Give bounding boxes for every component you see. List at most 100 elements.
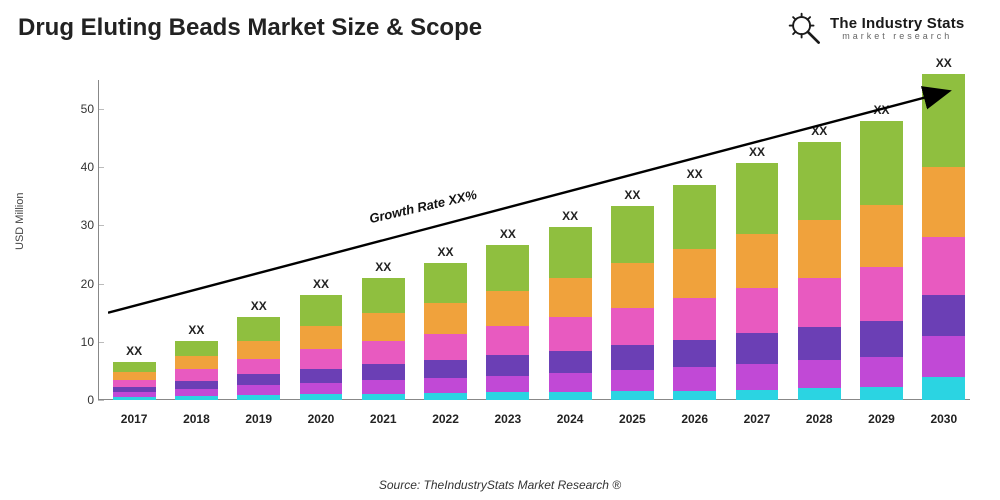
y-tick-label: 40 xyxy=(81,160,94,174)
bar-segment xyxy=(175,389,218,396)
bar-segment xyxy=(424,360,467,378)
bar-segment xyxy=(424,378,467,393)
bar-segment xyxy=(175,396,218,400)
bar-value-label: XX xyxy=(562,209,578,223)
bar-segment xyxy=(611,263,654,307)
bar-segment xyxy=(300,326,343,349)
bar-column: XX xyxy=(669,185,721,400)
stacked-bar xyxy=(549,227,592,400)
bar-column: XX xyxy=(233,317,285,400)
y-tick-label: 10 xyxy=(81,335,94,349)
bar-segment xyxy=(611,206,654,264)
bar-value-label: XX xyxy=(749,145,765,159)
bar-value-label: XX xyxy=(874,103,890,117)
bar-segment xyxy=(673,340,716,368)
bar-segment xyxy=(486,355,529,375)
bar-segment xyxy=(798,278,841,327)
bar-segment xyxy=(113,397,156,400)
bar-segment xyxy=(362,278,405,313)
bar-segment xyxy=(673,298,716,339)
bar-segment xyxy=(300,383,343,395)
bar-segment xyxy=(237,341,280,359)
bar-wrap: XX xyxy=(918,74,970,400)
bar-segment xyxy=(736,333,779,364)
bar-segment xyxy=(549,317,592,350)
bar-column: XX xyxy=(731,163,783,400)
bar-segment xyxy=(736,288,779,333)
bar-segment xyxy=(798,327,841,360)
stacked-bar xyxy=(486,245,529,400)
bar-segment xyxy=(362,313,405,340)
bar-wrap: XX xyxy=(108,362,160,400)
stacked-bar xyxy=(922,74,965,400)
bar-value-label: XX xyxy=(313,277,329,291)
bar-segment xyxy=(237,359,280,375)
bar-wrap: XX xyxy=(793,142,845,400)
y-tick-label: 0 xyxy=(87,393,94,407)
bar-segment xyxy=(611,370,654,391)
bar-column: XX xyxy=(855,121,907,400)
bar-segment xyxy=(237,374,280,385)
bar-segment xyxy=(549,278,592,318)
bar-segment xyxy=(549,351,592,374)
bar-segment xyxy=(237,395,280,400)
bar-segment xyxy=(300,369,343,383)
x-tick-label: 2026 xyxy=(669,412,721,426)
bar-segment xyxy=(362,380,405,393)
bar-segment xyxy=(673,249,716,298)
bar-segment xyxy=(113,362,156,372)
bar-segment xyxy=(798,142,841,219)
bar-value-label: XX xyxy=(188,323,204,337)
stacked-bar xyxy=(300,295,343,400)
stacked-bar xyxy=(237,317,280,400)
bar-wrap: XX xyxy=(544,227,596,400)
brand-text: The Industry Stats market research xyxy=(830,16,964,41)
chart-area: 01020304050 XXXXXXXXXXXXXXXXXXXXXXXXXXXX… xyxy=(60,80,970,440)
bar-value-label: XX xyxy=(375,260,391,274)
bar-column: XX xyxy=(793,142,845,400)
bar-value-label: XX xyxy=(936,56,952,70)
bar-segment xyxy=(175,369,218,381)
bar-segment xyxy=(486,326,529,356)
x-tick-label: 2028 xyxy=(793,412,845,426)
bar-segment xyxy=(424,263,467,303)
bar-column: XX xyxy=(606,206,658,400)
bar-segment xyxy=(736,390,779,400)
bar-column: XX xyxy=(918,74,970,400)
x-tick-label: 2022 xyxy=(419,412,471,426)
y-tick-mark xyxy=(98,400,104,401)
bar-wrap: XX xyxy=(419,263,471,400)
chart-title: Drug Eluting Beads Market Size & Scope xyxy=(18,14,482,42)
bar-column: XX xyxy=(295,295,347,400)
x-tick-label: 2020 xyxy=(295,412,347,426)
bar-wrap: XX xyxy=(855,121,907,400)
bar-segment xyxy=(362,341,405,364)
bar-value-label: XX xyxy=(624,188,640,202)
stacked-bar xyxy=(362,278,405,400)
bar-segment xyxy=(300,394,343,400)
y-axis-line xyxy=(98,80,99,400)
source-note: Source: TheIndustryStats Market Research… xyxy=(0,478,1000,492)
brand-logo: The Industry Stats market research xyxy=(788,12,978,46)
x-tick-label: 2017 xyxy=(108,412,160,426)
bar-segment xyxy=(860,205,903,268)
bar-value-label: XX xyxy=(811,124,827,138)
bar-segment xyxy=(113,380,156,388)
x-tick-label: 2025 xyxy=(606,412,658,426)
bar-segment xyxy=(860,121,903,205)
bar-segment xyxy=(673,367,716,390)
bar-segment xyxy=(424,393,467,400)
x-tick-label: 2029 xyxy=(855,412,907,426)
bar-segment xyxy=(860,321,903,357)
brand-main: The Industry Stats xyxy=(830,16,964,32)
x-tick-label: 2021 xyxy=(357,412,409,426)
bar-value-label: XX xyxy=(687,167,703,181)
bar-segment xyxy=(300,349,343,369)
bar-segment xyxy=(113,372,156,380)
bar-column: XX xyxy=(419,263,471,400)
bar-segment xyxy=(736,364,779,390)
bar-wrap: XX xyxy=(357,278,409,400)
y-tick-label: 30 xyxy=(81,218,94,232)
stacked-bar xyxy=(673,185,716,400)
bars-container: XXXXXXXXXXXXXXXXXXXXXXXXXXXX xyxy=(108,80,970,400)
